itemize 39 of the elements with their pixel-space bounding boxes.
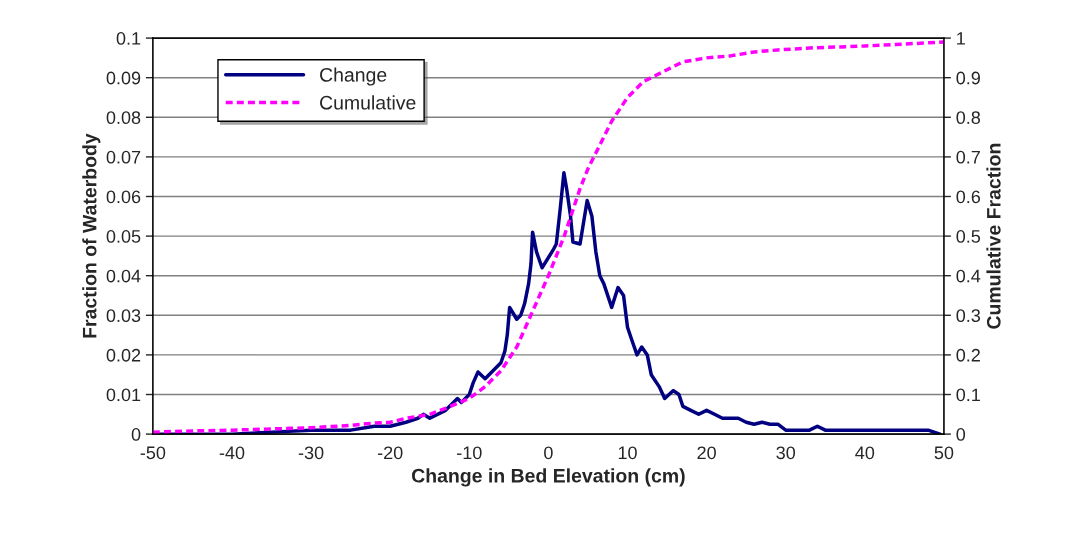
y-tick-label: 0.07 — [106, 150, 141, 164]
y2-tick-label: 0 — [956, 428, 966, 441]
y-tick-label: 0.05 — [106, 230, 141, 243]
x-tick-label: -20 — [377, 446, 403, 460]
y2-tick-label: 0.8 — [956, 111, 981, 125]
x-tick-label: -30 — [298, 446, 324, 460]
x-tick-label: 30 — [776, 446, 796, 460]
y-tick-label: 0.03 — [106, 309, 141, 323]
y2-tick-label: 0.1 — [956, 388, 980, 402]
y2-tick-label: 0.2 — [956, 348, 980, 362]
x-tick-label: -10 — [457, 446, 482, 460]
y-tick-label: 0 — [131, 428, 141, 441]
y2-tick-label: 0.4 — [956, 269, 981, 283]
y-axis-title: Fraction of Waterbody — [82, 133, 101, 338]
y2-tick-label: 1 — [957, 32, 965, 45]
legend-label: Cumulative — [320, 95, 416, 110]
x-tick-label: 50 — [934, 446, 954, 460]
y-tick-label: 0.02 — [106, 348, 141, 362]
x-tick-label: -50 — [140, 446, 166, 460]
x-tick-label: -40 — [219, 446, 245, 460]
y-tick-label: 0.06 — [106, 190, 141, 204]
y2-tick-label: 0.3 — [956, 309, 981, 323]
x-tick-label: 40 — [855, 446, 875, 460]
y2-tick-label: 0.5 — [956, 230, 981, 243]
x-tick-label: 10 — [618, 446, 637, 460]
line-series — [152, 40, 944, 434]
x-tick-label: 20 — [697, 446, 716, 460]
y-tick-label: 0.04 — [106, 269, 141, 283]
y-tick-label: 0.01 — [106, 388, 141, 402]
y-tick-label: 0.08 — [106, 111, 141, 125]
y2-tick-label: 0.7 — [956, 150, 980, 164]
legend-label: Change — [320, 67, 387, 86]
x-tick-label: 0 — [544, 446, 553, 460]
y2-tick-label: 0.9 — [956, 71, 980, 85]
y2-axis-title: Cumulative Fraction — [986, 143, 1001, 329]
x-axis-title: Change in Bed Elevation (cm) — [411, 468, 685, 487]
y-tick-label: 0.09 — [106, 71, 141, 85]
y-tick-label: 0.1 — [116, 32, 141, 45]
y2-tick-label: 0.6 — [956, 190, 981, 204]
